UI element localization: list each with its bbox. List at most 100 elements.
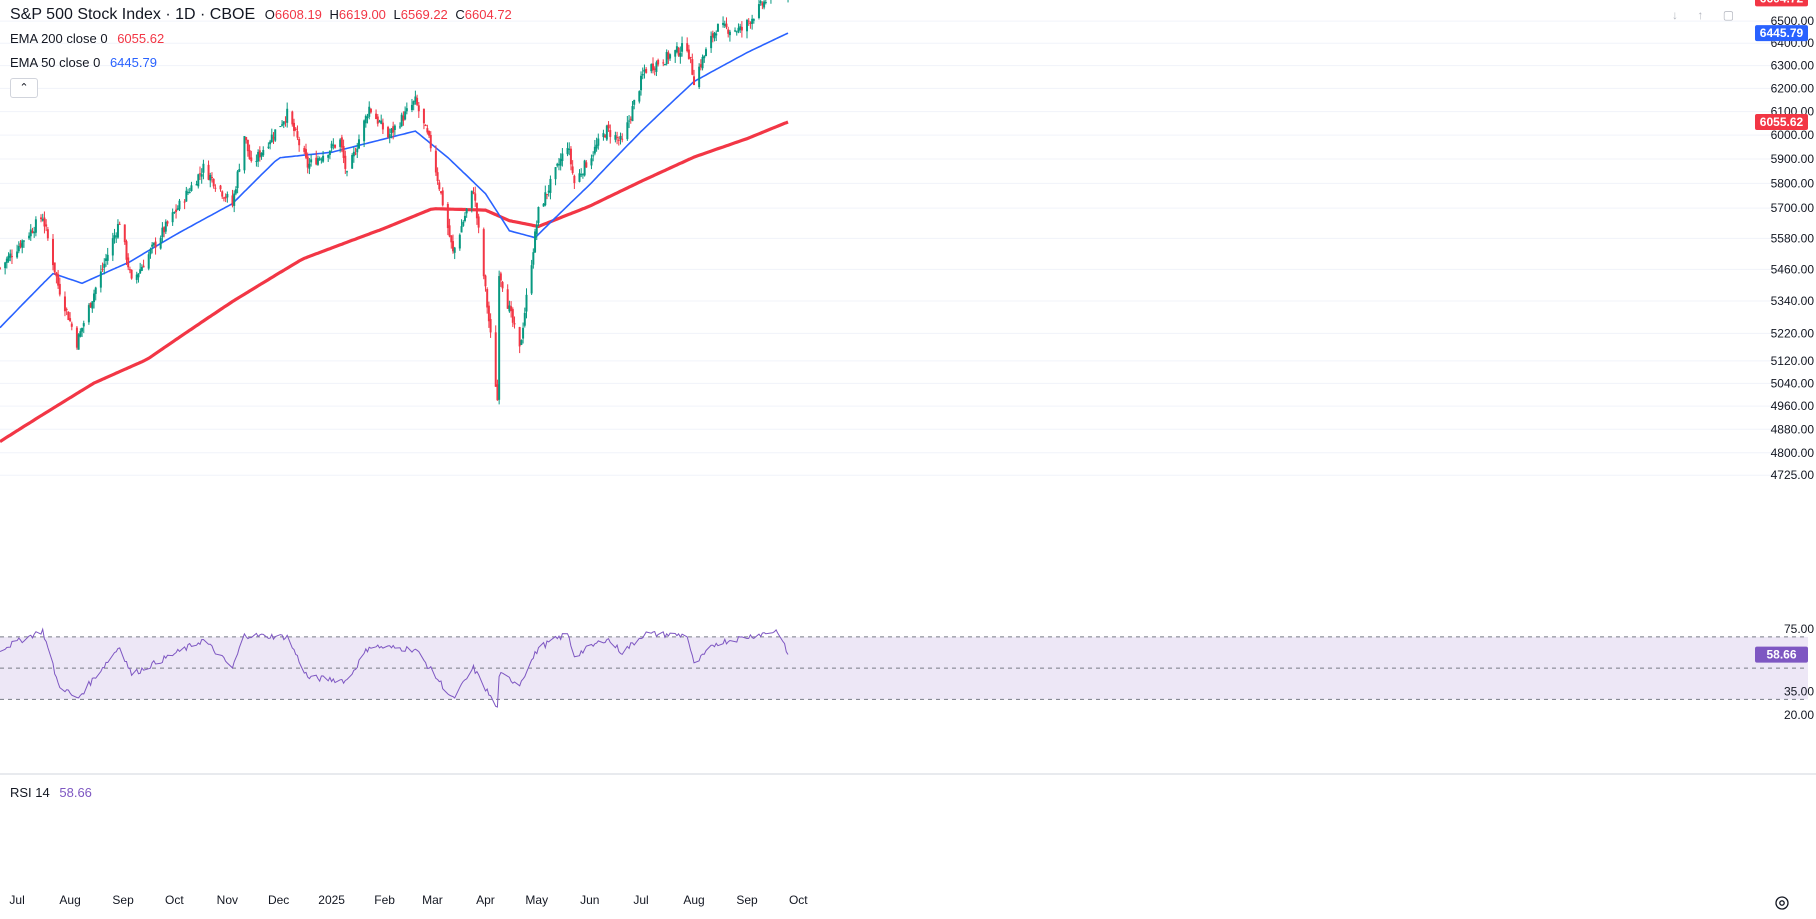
time-tick-label: Oct [165, 893, 184, 907]
candle [65, 307, 68, 316]
candle-body [185, 190, 188, 202]
maximize-icon[interactable]: ▢ [1722, 8, 1735, 22]
candle-body [282, 121, 285, 125]
candle-body [728, 31, 731, 36]
price-tag-ema200: 6055.62 [1755, 113, 1808, 130]
candle-body [593, 146, 596, 154]
candle-body [286, 108, 289, 123]
candle [513, 316, 516, 329]
candle-body [530, 265, 533, 294]
time-tick-label: Sep [112, 893, 134, 907]
candle [506, 284, 509, 309]
candle [190, 181, 193, 192]
candle-body [619, 135, 622, 140]
candle [522, 322, 525, 344]
rsi-legend[interactable]: RSI 14 58.66 [10, 785, 92, 800]
candle-body [561, 153, 564, 161]
candle [641, 67, 644, 80]
candle [282, 120, 285, 129]
candle-body [51, 238, 54, 266]
candle [402, 111, 405, 126]
price-tick-label: 5900.00 [1771, 152, 1815, 166]
candle-body [463, 215, 466, 221]
price-tag-rsi: 58.66 [1755, 646, 1808, 663]
candle-body [725, 23, 728, 27]
candle-body [655, 62, 658, 72]
candle-body [472, 192, 475, 194]
candle [566, 142, 569, 157]
candle [645, 67, 648, 74]
candle-body [187, 192, 190, 194]
candle-body [125, 241, 128, 260]
candle-body [440, 191, 443, 194]
candle [87, 303, 90, 325]
candle-body [291, 111, 294, 125]
ema200-legend[interactable]: EMA 200 close 0 6055.62 [10, 31, 164, 46]
candle [45, 219, 48, 232]
ema200-value: 6055.62 [117, 31, 165, 46]
candle-body [518, 327, 521, 347]
candle [238, 163, 241, 173]
candle-body [546, 193, 549, 195]
candle [535, 220, 538, 241]
candle [482, 227, 485, 280]
candle [82, 320, 85, 334]
candle-body [154, 241, 157, 248]
candle-body [19, 243, 22, 247]
candle [669, 53, 672, 61]
candle-body [149, 249, 152, 255]
candle-body [496, 384, 499, 401]
time-tick-label: May [525, 893, 548, 907]
symbol-title[interactable]: S&P 500 Stock Index · 1D · CBOE [10, 6, 256, 23]
candle [590, 154, 593, 170]
candle [250, 150, 253, 163]
candle-body [342, 146, 345, 158]
candle-body [571, 166, 574, 174]
collapse-legend-button[interactable]: ⌃ [10, 78, 38, 98]
candle-body [198, 173, 201, 175]
candle [605, 124, 608, 142]
candle-body [65, 309, 68, 311]
candle-body [508, 305, 511, 312]
candle [118, 221, 121, 225]
rsi-label: RSI 14 [10, 785, 50, 800]
candle [701, 54, 704, 71]
candle-body [470, 190, 473, 209]
candle [501, 280, 504, 292]
candle-body [390, 128, 393, 134]
candle [352, 147, 355, 163]
candle-body [566, 148, 569, 155]
arrow-down-icon[interactable]: ↓ [1672, 8, 1678, 22]
candle-body [451, 241, 454, 252]
candle-body [759, 1, 762, 4]
candle [446, 202, 449, 236]
candle [294, 127, 297, 132]
candle [686, 37, 689, 53]
arrow-up-icon[interactable]: ↑ [1697, 8, 1704, 22]
candle [296, 125, 299, 141]
candle-body [284, 121, 287, 123]
candle-body [757, 4, 760, 18]
candle [5, 256, 8, 269]
candle [537, 206, 540, 227]
candle-body [737, 27, 740, 32]
candle-body [130, 269, 133, 279]
candle [436, 167, 439, 185]
candle [650, 63, 653, 74]
candle [75, 325, 78, 350]
candle-body [617, 139, 620, 141]
candle-body [727, 29, 730, 34]
candle [450, 235, 453, 249]
candle [643, 64, 646, 79]
candle-body [604, 135, 607, 138]
candle-body [412, 101, 415, 105]
candle [761, 1, 764, 10]
candle [257, 149, 260, 168]
candle [260, 152, 263, 160]
candle-body [535, 224, 538, 235]
ema50-legend[interactable]: EMA 50 close 0 6445.79 [10, 55, 157, 70]
candle-body [663, 64, 666, 66]
gear-icon[interactable] [1773, 894, 1791, 912]
candle-body [75, 327, 78, 348]
